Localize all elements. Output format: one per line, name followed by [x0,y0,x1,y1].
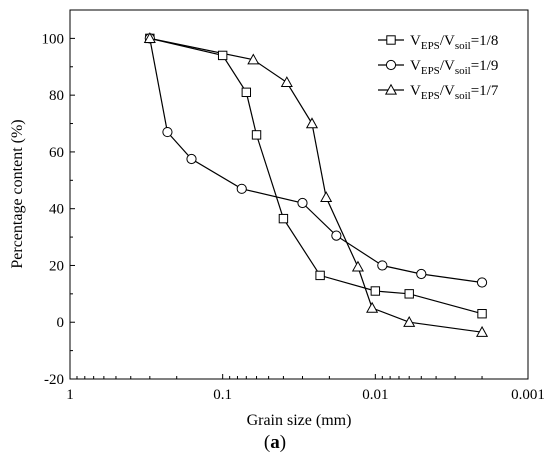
y-tick-label: 100 [42,31,65,47]
legend: VEPS/Vsoil=1/8VEPS/Vsoil=1/9VEPS/Vsoil=1… [378,33,499,102]
data-point-circle [297,197,308,209]
y-tick-label: 0 [57,315,65,331]
data-point-square [404,289,414,299]
x-tick-label: 0.1 [213,387,232,403]
data-point-triangle [366,301,379,313]
legend-label-part: =1/7 [471,83,499,99]
caption-open: ( [263,432,271,453]
data-point-circle [186,153,197,165]
data-point-square [315,270,325,281]
data-point-triangle [247,53,260,65]
legend-label-part: EPS [421,90,440,102]
data-point-square [370,286,381,296]
x-axis-label: Grain size (mm) [247,412,352,429]
legend-label-part: /V [440,33,455,49]
data-point-circle [476,277,488,288]
data-point-circle [236,183,247,194]
legend-marker-triangle [384,83,398,95]
figure-caption: (a) [0,432,550,454]
data-point-circle [162,126,173,138]
legend-label-part: soil [455,65,471,77]
x-tick-label: 0.001 [511,387,545,403]
data-point-square [251,130,262,140]
legend-label: VEPS/Vsoil=1/7 [410,83,499,102]
y-tick-label: 60 [49,145,64,161]
x-tick-label: 0.01 [362,387,388,403]
series-line-triangle [149,37,483,333]
legend-label-part: soil [455,90,471,102]
data-point-circle [331,230,342,241]
caption-letter: a [270,432,280,453]
legend-label: VEPS/Vsoil=1/8 [410,33,498,52]
data-point-triangle [475,325,489,337]
legend-label-part: V [410,58,421,74]
legend-label-part: =1/8 [471,33,499,49]
series-lines-group [149,37,483,333]
data-point-triangle [403,316,416,327]
data-point-circle [416,268,427,280]
plot-area-group [69,9,529,380]
data-point-triangle [351,260,364,272]
data-point-triangle [143,32,156,44]
legend-marker-circle [385,59,397,71]
legend-label-part: EPS [421,40,440,52]
data-point-square [241,87,252,98]
y-tick-label: -20 [44,372,64,388]
data-point-triangle [320,191,333,202]
y-tick-label: 80 [49,88,64,104]
legend-label-part: =1/9 [471,58,499,74]
legend-label-part: EPS [421,65,440,77]
legend-label-part: V [410,33,421,49]
y-axis-label: Percentage content (%) [9,119,26,268]
legend-label-part: /V [440,58,455,74]
legend-label-part: V [410,83,421,99]
x-tick-label: 1 [66,387,74,403]
data-point-square [217,50,228,61]
series-markers-group [143,32,489,337]
data-point-triangle [305,117,319,129]
legend-marker-square [386,35,396,45]
data-point-square [278,213,289,224]
plot-frame [69,9,529,380]
axes-group: -20 0 20 40 60 80 100 1 0.1 0.01 0.001 [42,31,545,403]
legend-label: VEPS/Vsoil=1/9 [410,58,498,77]
y-tick-label: 40 [49,202,64,218]
caption-close: ) [279,432,287,453]
legend-label-part: soil [455,40,471,52]
legend-label-part: /V [440,83,455,99]
data-point-square [477,309,487,319]
data-point-circle [377,260,388,271]
data-point-triangle [280,76,293,88]
y-tick-label: 20 [49,258,64,274]
